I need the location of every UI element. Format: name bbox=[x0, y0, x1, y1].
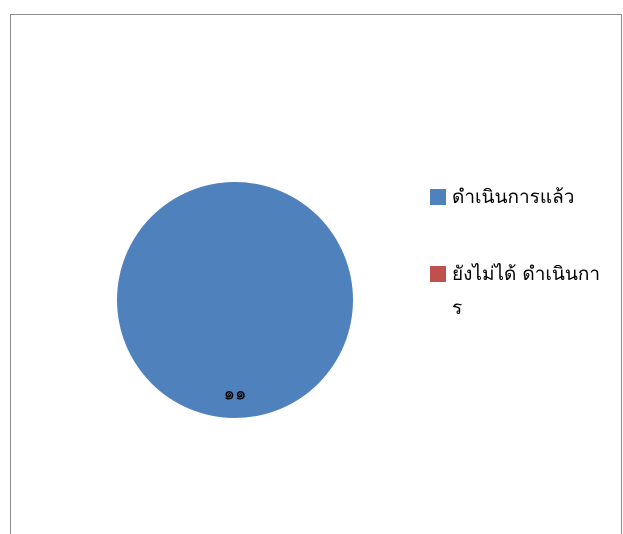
pie-slice-0 bbox=[117, 182, 353, 418]
legend-label-not-done: ยังไม่ได้ ดำเนินการ bbox=[452, 263, 601, 319]
legend: ดำเนินการแล้ว ยังไม่ได้ ดำเนินการ bbox=[430, 180, 615, 325]
legend-item-done: ดำเนินการแล้ว bbox=[430, 180, 615, 214]
pie-data-label-0: ๑๑ bbox=[224, 383, 247, 404]
pie-chart: ๑๑ bbox=[117, 182, 353, 418]
legend-item-not-done: ยังไม่ได้ ดำเนินการ bbox=[430, 257, 615, 325]
legend-label-done: ดำเนินการแล้ว bbox=[452, 186, 575, 208]
legend-swatch-done bbox=[430, 189, 446, 205]
legend-swatch-not-done bbox=[430, 266, 446, 282]
